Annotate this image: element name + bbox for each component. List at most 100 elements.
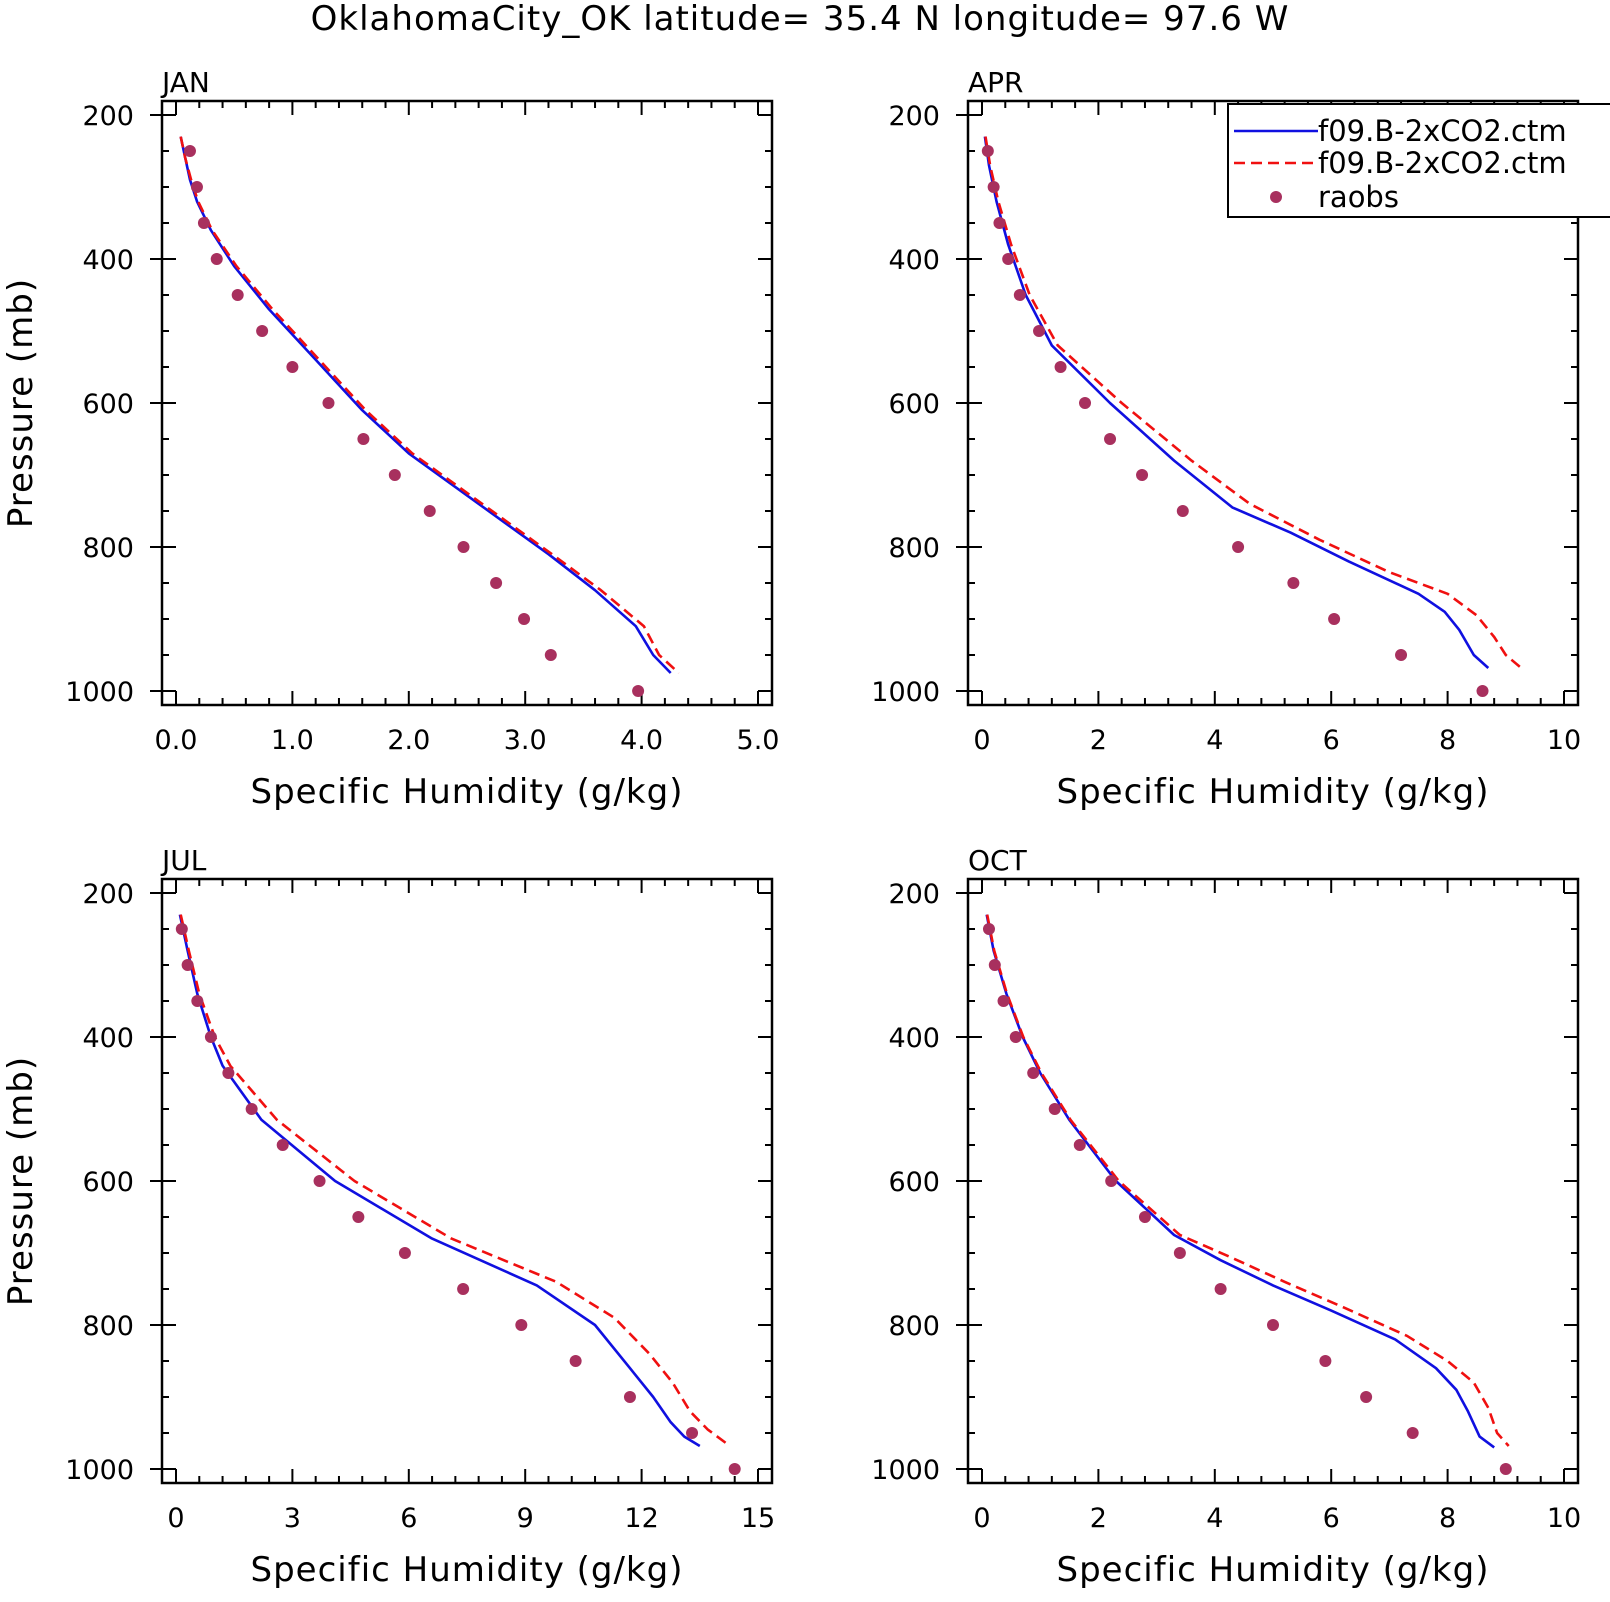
y-tick-label: 400	[82, 1023, 134, 1054]
x-tick-label: 5.0	[737, 725, 780, 756]
series-line-dashed	[179, 136, 680, 674]
raobs-marker	[388, 469, 401, 481]
y-tick-label: 400	[82, 245, 134, 276]
plot-frame	[966, 877, 1580, 1485]
y-tick-label: 1000	[871, 1455, 940, 1486]
x-tick-label: 12	[624, 1503, 658, 1534]
raobs-marker	[569, 1355, 582, 1367]
raobs-marker	[1214, 1283, 1227, 1295]
raobs-marker	[423, 505, 436, 517]
x-tick-label: 1.0	[271, 725, 314, 756]
raobs-marker	[210, 253, 223, 265]
x-tick-label: 2.0	[387, 725, 430, 756]
raobs-marker	[231, 289, 244, 301]
panel-oct: OCT 0 2 4 6 8 10 200 400 600 800 1000 Specific Humid…	[871, 844, 1581, 1590]
raobs-marker	[256, 325, 269, 337]
raobs-marker	[981, 145, 994, 157]
panel-jan: JAN 0.0 1.0 2.0 3.0 4.0 5.0 200 400 600 800 1000 Spe…	[1, 66, 779, 812]
panel-label: OCT	[968, 844, 1028, 877]
raobs-marker	[1173, 1247, 1186, 1259]
y-tick-label: 400	[888, 1023, 940, 1054]
raobs-marker	[993, 217, 1006, 229]
y-tick-label: 200	[888, 879, 940, 910]
y-tick-label: 600	[888, 389, 940, 420]
x-axis-title: Specific Humidity (g/kg)	[251, 772, 684, 812]
x-tick-label: 6	[1323, 725, 1340, 756]
x-tick-label: 15	[741, 1503, 775, 1534]
y-tick-label: 1000	[65, 1455, 134, 1486]
x-tick-label: 8	[1439, 1503, 1456, 1534]
raobs-marker	[997, 995, 1010, 1007]
x-tick-label: 4	[1206, 725, 1223, 756]
raobs-marker	[181, 959, 194, 971]
panel-label: JUL	[160, 844, 207, 877]
raobs-marker	[1176, 505, 1189, 517]
x-tick-label: 0	[973, 1503, 990, 1534]
legend-entry-label: f09.B-2xCO2.ctm	[1318, 146, 1567, 180]
x-tick-label: 2	[1090, 1503, 1107, 1534]
x-tick-label: 10	[1547, 725, 1581, 756]
y-tick-label: 200	[82, 101, 134, 132]
raobs-marker	[544, 649, 557, 661]
y-tick-label: 600	[82, 389, 134, 420]
legend-box	[1227, 103, 1610, 218]
raobs-marker	[191, 995, 204, 1007]
raobs-marker	[1232, 541, 1245, 553]
x-tick-label: 4.0	[620, 725, 663, 756]
raobs-marker	[1104, 433, 1117, 445]
raobs-marker	[286, 361, 299, 373]
x-tick-label: 3.0	[504, 725, 547, 756]
raobs-marker	[1476, 685, 1489, 697]
raobs-marker	[1027, 1067, 1040, 1079]
raobs-marker	[1328, 613, 1341, 625]
plot-frame	[160, 877, 774, 1485]
x-tick-label: 0.0	[155, 725, 198, 756]
raobs-marker	[1406, 1427, 1419, 1439]
chart-title: OklahomaCity_OK latitude= 35.4 N longitu…	[311, 0, 1290, 39]
x-axis-title: Specific Humidity (g/kg)	[1057, 1550, 1490, 1590]
legend-entry-label: f09.B-2xCO2.ctm	[1318, 114, 1567, 148]
raobs-marker	[1033, 325, 1046, 337]
series-line-solid	[178, 914, 701, 1448]
raobs-marker	[686, 1427, 699, 1439]
y-tick-label: 600	[82, 1167, 134, 1198]
raobs-marker	[276, 1139, 289, 1151]
raobs-marker	[632, 685, 645, 697]
x-tick-label: 10	[1547, 1503, 1581, 1534]
y-tick-label: 800	[888, 533, 940, 564]
y-tick-label: 200	[888, 101, 940, 132]
raobs-marker	[183, 145, 196, 157]
panel-jul: JUL 0 3 6 9 12 15 200 400 600 800 1000 Specific Humi…	[1, 844, 775, 1590]
series-line-solid	[985, 914, 1495, 1449]
raobs-marker	[1073, 1139, 1086, 1151]
raobs-marker	[1079, 397, 1092, 409]
x-tick-label: 2	[1090, 725, 1107, 756]
y-tick-label: 400	[888, 245, 940, 276]
y-axis-title: Pressure (mb)	[1, 278, 41, 528]
y-tick-label: 800	[82, 1311, 134, 1342]
x-tick-label: 0	[167, 1503, 184, 1534]
raobs-marker	[490, 577, 503, 589]
raobs-marker	[352, 1211, 365, 1223]
y-axis-title: Pressure (mb)	[1, 1056, 41, 1306]
y-tick-label: 600	[888, 1167, 940, 1198]
raobs-marker	[1009, 1031, 1022, 1043]
raobs-marker	[398, 1247, 411, 1259]
raobs-marker	[313, 1175, 326, 1187]
panel-label: APR	[968, 66, 1024, 99]
raobs-marker	[1002, 253, 1015, 265]
raobs-marker	[1319, 1355, 1332, 1367]
raobs-marker	[1136, 469, 1149, 481]
raobs-marker	[1287, 577, 1300, 589]
raobs-marker	[357, 433, 370, 445]
y-tick-label: 800	[82, 533, 134, 564]
raobs-marker	[222, 1067, 235, 1079]
raobs-marker	[175, 923, 188, 935]
y-tick-label: 800	[888, 1311, 940, 1342]
raobs-marker	[982, 923, 995, 935]
x-tick-label: 0	[973, 725, 990, 756]
x-tick-label: 8	[1439, 725, 1456, 756]
y-tick-label: 1000	[871, 677, 940, 708]
raobs-marker	[204, 1031, 217, 1043]
legend-entry-label: raobs	[1318, 180, 1399, 214]
